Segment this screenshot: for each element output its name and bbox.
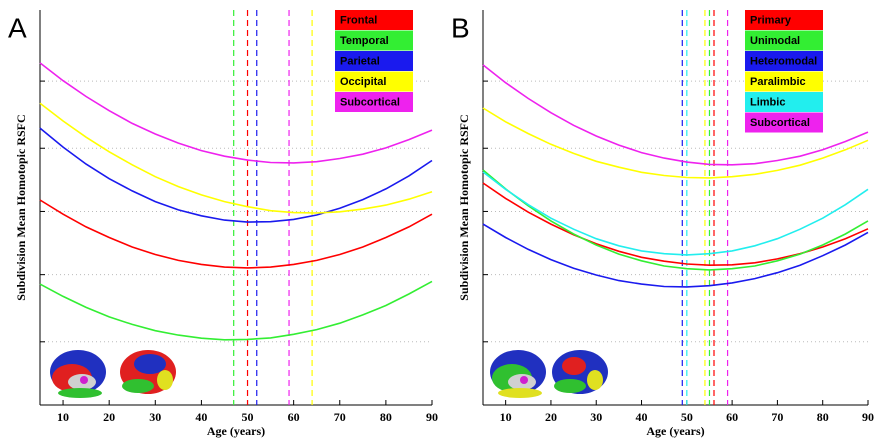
x-tick-label: 80	[817, 410, 829, 424]
legend-swatch	[745, 112, 823, 133]
legend-label: Paralimbic	[750, 76, 806, 88]
x-axis-label: Age (years)	[646, 424, 704, 438]
legend-label: Subcortical	[340, 96, 400, 108]
x-tick-label: 20	[103, 410, 115, 424]
legend-swatch	[335, 92, 413, 112]
legend-label: Occipital	[340, 76, 386, 88]
x-tick-label: 60	[288, 410, 300, 424]
x-tick-label: 10	[500, 410, 512, 424]
legend-swatch	[335, 30, 413, 51]
series-line	[482, 107, 869, 179]
brain-illustration	[490, 350, 608, 398]
legend-label: Primary	[750, 14, 792, 26]
series-line	[39, 127, 433, 223]
y-axis-label: Subdivision Mean Homotopic RSFC	[14, 114, 28, 300]
x-tick-label: 90	[426, 410, 438, 424]
series-line	[39, 199, 433, 269]
x-tick-label: 50	[242, 410, 254, 424]
legend-swatch	[335, 10, 413, 30]
y-axis-label: Subdivision Mean Homotopic RSFC	[457, 114, 471, 300]
legend-swatch	[335, 71, 413, 92]
x-tick-label: 20	[545, 410, 557, 424]
x-tick-label: 40	[195, 410, 207, 424]
x-axis-label: Age (years)	[207, 424, 265, 438]
x-tick-label: 70	[334, 410, 346, 424]
x-tick-label: 60	[726, 410, 738, 424]
legend-swatch	[745, 30, 823, 51]
legend-label: Unimodal	[750, 35, 800, 47]
legend-swatch	[745, 71, 823, 92]
legend-label: Heteromodal	[750, 55, 817, 67]
legend-label: Subcortical	[750, 117, 810, 129]
panel: 10 20 30 40 50 60 70 80 90 Age (years) Subdivision…	[8, 10, 438, 438]
x-tick-label: 10	[57, 410, 69, 424]
x-tick-label: 50	[681, 410, 693, 424]
legend-swatch	[335, 51, 413, 71]
legend-swatch	[745, 10, 823, 30]
legend-label: Parietal	[340, 55, 380, 67]
panel: 10 20 30 40 50 60 70 80 90 Age (years) Subdivision…	[451, 10, 874, 438]
x-tick-label: 90	[862, 410, 874, 424]
x-tick-label: 30	[590, 410, 602, 424]
x-tick-label: 30	[149, 410, 161, 424]
series-line	[39, 102, 433, 214]
series-line	[482, 223, 869, 288]
legend-label: Temporal	[340, 35, 389, 47]
panel-label: A	[8, 12, 27, 43]
legend-swatch	[745, 51, 823, 71]
brain-illustration	[50, 350, 176, 398]
x-tick-label: 80	[380, 410, 392, 424]
x-tick-label: 40	[636, 410, 648, 424]
x-tick-label: 70	[771, 410, 783, 424]
legend-label: Limbic	[750, 96, 785, 108]
series-line	[482, 171, 869, 256]
series-line	[39, 280, 433, 341]
panel-label: B	[451, 12, 470, 43]
series-line	[482, 169, 869, 271]
series-line	[482, 64, 869, 166]
series-line	[39, 62, 433, 164]
legend-label: Frontal	[340, 14, 377, 26]
legend-swatch	[745, 92, 823, 112]
